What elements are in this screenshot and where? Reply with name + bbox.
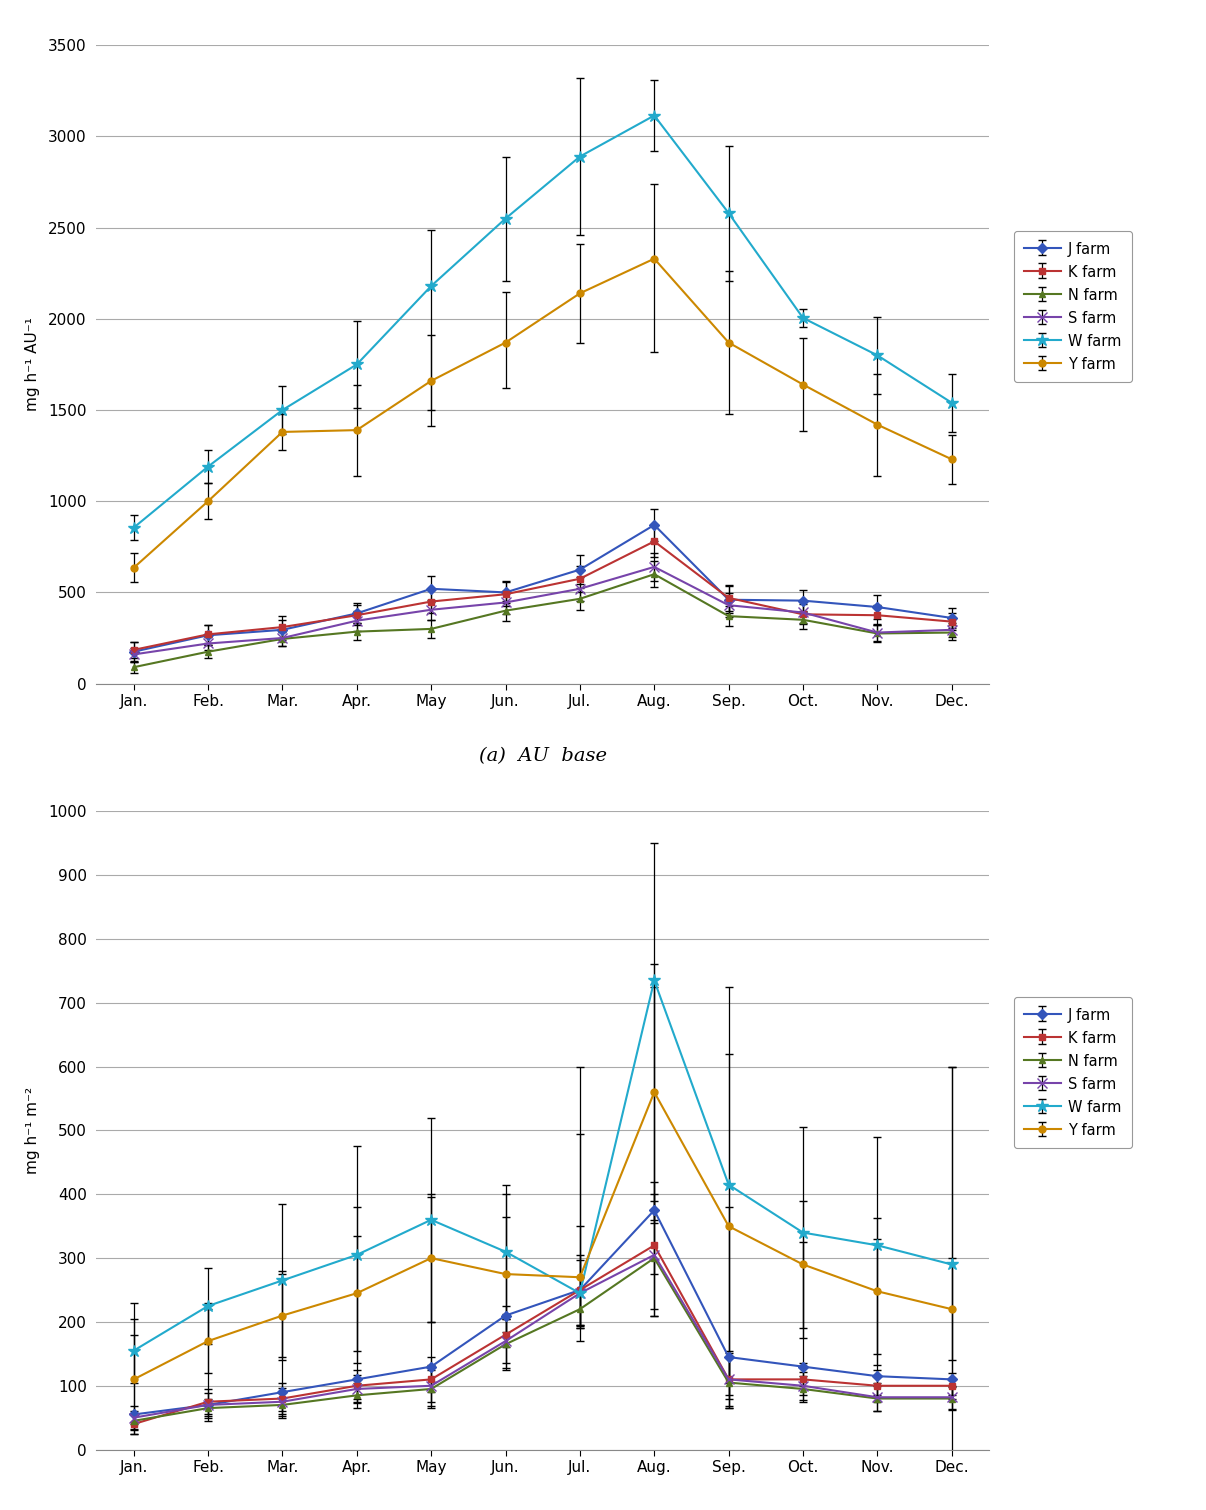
- Y-axis label: mg h⁻¹ m⁻²: mg h⁻¹ m⁻²: [25, 1087, 40, 1173]
- Legend: J farm, K farm, N farm, S farm, W farm, Y farm: J farm, K farm, N farm, S farm, W farm, …: [1014, 231, 1131, 382]
- Text: (a)  AU  base: (a) AU base: [479, 747, 607, 766]
- Legend: J farm, K farm, N farm, S farm, W farm, Y farm: J farm, K farm, N farm, S farm, W farm, …: [1014, 997, 1131, 1148]
- Y-axis label: mg h⁻¹ AU⁻¹: mg h⁻¹ AU⁻¹: [25, 317, 40, 411]
